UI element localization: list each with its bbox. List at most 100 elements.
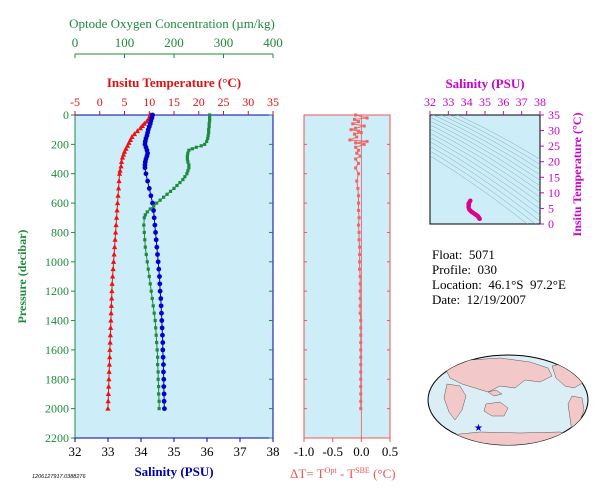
- oxygen-point: [148, 282, 152, 286]
- salinity-point: [158, 296, 164, 301]
- oxygen-point: [190, 147, 194, 151]
- ts-temperature-tick-label: 25: [548, 139, 560, 153]
- oxygen-point: [206, 133, 210, 138]
- ts-density-contours: [430, 115, 540, 224]
- salinity-point: [161, 398, 167, 404]
- temperature-point: [134, 128, 140, 134]
- salinity-point: [155, 252, 160, 257]
- pressure-tick-label: 1400: [45, 314, 69, 328]
- delta-point: [356, 120, 360, 124]
- temperature-point: [115, 192, 121, 198]
- profile-panel: 0200400600800100012001400160018002000220…: [15, 16, 283, 479]
- ts-salinity-tick-label: 34: [461, 95, 473, 109]
- ts-density-contour: [448, 115, 540, 165]
- delta-point: [352, 132, 356, 136]
- temperature-point: [106, 361, 113, 367]
- temperature-point: [106, 368, 112, 374]
- oxygen-point: [175, 183, 179, 188]
- oxygen-point: [147, 274, 151, 279]
- oxygen-point: [207, 131, 211, 135]
- oxygen-point: [207, 125, 211, 129]
- oxygen-point: [151, 304, 155, 308]
- oxygen-axis-title: Optode Oxygen Concentration (µm/kg): [69, 16, 275, 31]
- temperature-point: [115, 185, 122, 191]
- delta-point: [358, 245, 362, 249]
- delta-tick-label: -1.0: [294, 444, 315, 459]
- oxygen-point: [142, 216, 146, 220]
- temperature-point: [111, 251, 117, 257]
- ts-point: [477, 216, 482, 222]
- temperature-point: [114, 200, 121, 206]
- temperature-point: [112, 236, 118, 242]
- map-land-eurasia: [444, 357, 553, 393]
- temperature-point: [109, 288, 115, 294]
- temperature-point: [118, 158, 125, 164]
- ts-density-contour: [430, 145, 540, 222]
- ts-density-contour: [430, 155, 528, 224]
- temperature-tick-label: 5: [122, 95, 128, 109]
- ts-temperature-axis-title: Insitu Temperature (°C): [570, 113, 584, 237]
- oxygen-point: [155, 201, 159, 205]
- pressure-tick-label: 1800: [45, 372, 69, 386]
- salinity-point: [143, 171, 149, 177]
- delta-point: [351, 122, 355, 126]
- delta-point: [359, 319, 363, 323]
- oxygen-point: [199, 144, 203, 148]
- delta-point: [358, 311, 362, 315]
- oxygen-point: [155, 348, 159, 352]
- delta-point: [356, 186, 360, 190]
- salinity-point: [157, 288, 163, 294]
- ts-density-contour: [430, 141, 540, 216]
- pressure-tick-label: 600: [51, 196, 69, 210]
- world-map: ★: [427, 354, 589, 446]
- oxygen-tick-label: 300: [214, 35, 234, 50]
- oxygen-point: [152, 311, 156, 315]
- temperature-point: [113, 222, 119, 228]
- oxygen-point: [208, 116, 212, 120]
- oxygen-point: [158, 198, 162, 202]
- ts-salinity-axis-title: Salinity (PSU): [445, 76, 524, 91]
- map-land-indonesia: [487, 389, 503, 397]
- delta-point: [354, 113, 358, 117]
- temperature-point: [116, 170, 123, 176]
- oxygen-point: [143, 245, 147, 249]
- delta-point: [359, 370, 363, 374]
- temperature-point: [137, 125, 143, 131]
- salinity-tick-label: 38: [267, 444, 280, 459]
- ts-density-contour: [430, 124, 540, 192]
- ts-density-contour: [430, 132, 540, 204]
- temperature-point: [107, 339, 113, 345]
- delta-point: [358, 260, 362, 264]
- oxygen-point: [152, 204, 156, 208]
- delta-point: [359, 355, 363, 359]
- delta-point: [354, 141, 358, 145]
- float-position-marker: ★: [474, 423, 483, 434]
- salinity-point: [151, 208, 156, 213]
- temperature-point: [105, 398, 111, 404]
- profile-plot-area: [74, 114, 274, 439]
- salinity-point: [160, 340, 166, 345]
- oxygen-point: [186, 160, 190, 164]
- temperature-point: [107, 332, 113, 338]
- delta-point: [358, 275, 362, 278]
- oxygen-point: [146, 267, 150, 271]
- delta-point: [358, 304, 362, 308]
- delta-point: [355, 179, 359, 183]
- temperature-point: [114, 207, 120, 213]
- delta-point: [358, 282, 362, 286]
- delta-point: [354, 157, 358, 161]
- delta-point: [365, 139, 369, 143]
- oxygen-tick-label: 0: [72, 35, 79, 50]
- oxygen-point: [168, 189, 173, 193]
- delta-point: [359, 341, 363, 345]
- delta-point: [359, 377, 363, 381]
- ts-density-contour: [432, 115, 540, 176]
- oxygen-point: [165, 192, 169, 196]
- ts-density-contour: [430, 136, 540, 210]
- salinity-tick-label: 37: [234, 444, 248, 459]
- salinity-point: [159, 310, 164, 316]
- ts-salinity-tick-label: 33: [442, 95, 454, 109]
- ts-salinity-tick-label: 37: [516, 95, 528, 109]
- salinity-point: [142, 165, 148, 171]
- pressure-tick-label: 1200: [45, 284, 69, 298]
